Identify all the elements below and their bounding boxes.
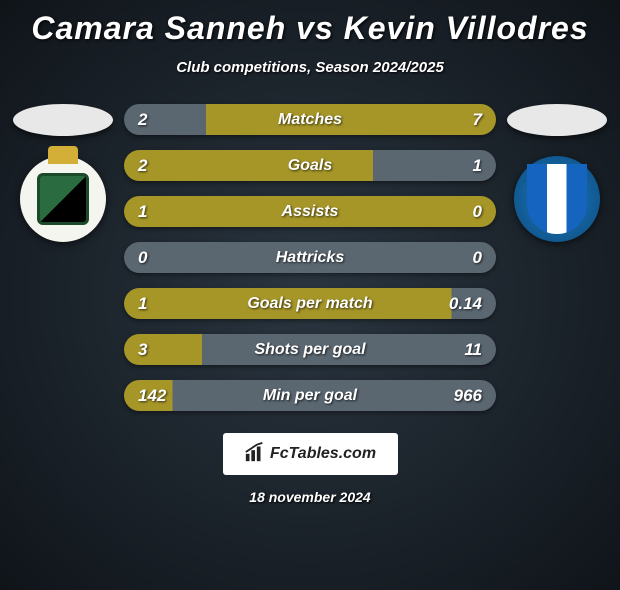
club-crest-left xyxy=(20,156,106,242)
date-label: 18 november 2024 xyxy=(0,489,620,505)
stat-left-value: 2 xyxy=(138,110,147,130)
crest-right-shield xyxy=(527,164,587,234)
stat-row: 1Assists0 xyxy=(124,196,496,227)
club-crest-right xyxy=(514,156,600,242)
crest-left-shield xyxy=(37,173,89,225)
stat-left-value: 1 xyxy=(138,202,147,222)
stat-left-value: 1 xyxy=(138,294,147,314)
stat-row: 2Goals1 xyxy=(124,150,496,181)
stat-right-value: 0 xyxy=(473,248,482,268)
stat-label: Goals per match xyxy=(124,295,496,313)
stat-left-value: 3 xyxy=(138,340,147,360)
stat-row: 0Hattricks0 xyxy=(124,242,496,273)
stat-row: 3Shots per goal11 xyxy=(124,334,496,365)
stat-label: Matches xyxy=(124,111,496,129)
stat-right-value: 11 xyxy=(464,340,482,360)
stat-row: 1Goals per match0.14 xyxy=(124,288,496,319)
footer-brand-text: FcTables.com xyxy=(270,445,376,463)
stat-right-value: 7 xyxy=(473,110,482,130)
stat-row: 2Matches7 xyxy=(124,104,496,135)
stat-right-value: 0.14 xyxy=(449,294,482,314)
stat-right-value: 0 xyxy=(473,202,482,222)
right-side xyxy=(502,104,612,242)
comparison-panel: 2Matches72Goals11Assists00Hattricks01Goa… xyxy=(0,104,620,411)
stat-label: Min per goal xyxy=(124,387,496,405)
stat-left-value: 142 xyxy=(138,386,166,406)
stat-left-value: 0 xyxy=(138,248,147,268)
stat-left-value: 2 xyxy=(138,156,147,176)
player-ellipse-right xyxy=(507,104,607,136)
footer-brand-badge: FcTables.com xyxy=(223,433,398,475)
left-side xyxy=(8,104,118,242)
stats-list: 2Matches72Goals11Assists00Hattricks01Goa… xyxy=(118,104,502,411)
stat-label: Goals xyxy=(124,157,496,175)
page-title: Camara Sanneh vs Kevin Villodres xyxy=(0,10,620,47)
stat-right-value: 1 xyxy=(473,156,482,176)
stat-label: Assists xyxy=(124,203,496,221)
stat-row: 142Min per goal966 xyxy=(124,380,496,411)
stat-label: Shots per goal xyxy=(124,341,496,359)
stat-right-value: 966 xyxy=(454,386,482,406)
stat-label: Hattricks xyxy=(124,249,496,267)
subtitle: Club competitions, Season 2024/2025 xyxy=(0,59,620,76)
chart-icon xyxy=(244,441,266,468)
player-ellipse-left xyxy=(13,104,113,136)
